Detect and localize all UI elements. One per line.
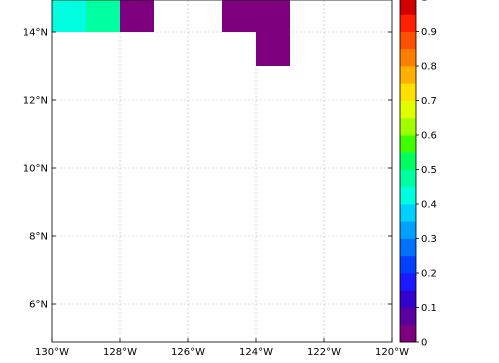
colorbar-tick-label: 0.5 xyxy=(421,165,437,176)
colorbar-ticks: 0 0.1 0.2 0.3 0.4 0.5 0.6 0.7 0.8 0.9 1 xyxy=(416,0,437,349)
heatmap-cell xyxy=(256,32,290,66)
colorbar-segment xyxy=(400,221,416,239)
colorbar-segment xyxy=(400,238,416,257)
y-tick-label: 8°N xyxy=(29,232,48,243)
colorbar-segment xyxy=(400,204,416,222)
colorbar-segment xyxy=(400,135,416,153)
colorbar-segment xyxy=(400,255,416,274)
heatmap-cells xyxy=(52,0,290,66)
colorbar-segment xyxy=(400,324,416,343)
colorbar-tick-label: 0.9 xyxy=(421,27,437,38)
colorbar-segment xyxy=(400,273,416,291)
y-tick-label: 6°N xyxy=(29,300,48,311)
colorbar-tick-label: 0.2 xyxy=(421,269,437,280)
colorbar-tick-label: 0 xyxy=(421,338,427,349)
colorbar-segment xyxy=(400,83,416,101)
colorbar-segment xyxy=(400,117,416,136)
x-axis-ticks: 130°W 128°W 126°W 124°W 122°W 120°W xyxy=(35,338,409,358)
colorbar-tick-label: 0.4 xyxy=(421,200,437,211)
x-tick-label: 130°W xyxy=(35,347,69,358)
colorbar-segment xyxy=(400,100,416,119)
colorbar-segment xyxy=(400,14,416,32)
colorbar-segment xyxy=(400,169,416,188)
colorbar-tick-label: 1 xyxy=(421,0,427,4)
plot-frame xyxy=(51,0,393,343)
heatmap-cell xyxy=(52,0,86,32)
y-tick-label: 14°N xyxy=(23,28,48,39)
colorbar-segment xyxy=(400,48,416,67)
x-tick-label: 120°W xyxy=(375,347,409,358)
colorbar-tick-label: 0.3 xyxy=(421,234,437,245)
heatmap-cell xyxy=(222,0,256,32)
heatmap-cell xyxy=(86,0,120,32)
heatmap-cell xyxy=(120,0,154,32)
colorbar-segment xyxy=(400,186,416,205)
gridlines xyxy=(51,0,393,342)
colorbar-segment xyxy=(400,307,416,326)
heatmap-cell xyxy=(256,0,290,32)
colorbar-segment xyxy=(400,66,416,84)
x-tick-label: 126°W xyxy=(171,347,205,358)
y-tick-label: 12°N xyxy=(23,96,48,107)
x-tick-label: 124°W xyxy=(239,347,273,358)
colorbar-segment xyxy=(400,290,416,308)
x-tick-label: 122°W xyxy=(307,347,341,358)
y-axis-ticks: 6°N 8°N 10°N 12°N 14°N xyxy=(23,28,392,311)
colorbar-tick-label: 0.6 xyxy=(421,131,437,142)
x-tick-label: 128°W xyxy=(103,347,137,358)
y-tick-label: 10°N xyxy=(23,164,48,175)
colorbar-tick-label: 0.8 xyxy=(421,62,437,73)
colorbar-tick-label: 0.7 xyxy=(421,96,437,107)
colorbar-segment xyxy=(400,31,416,50)
colorbar-segment xyxy=(400,0,416,15)
colorbar-segment xyxy=(400,152,416,170)
colorbar-tick-label: 0.1 xyxy=(421,303,437,314)
colorbar xyxy=(399,0,417,343)
